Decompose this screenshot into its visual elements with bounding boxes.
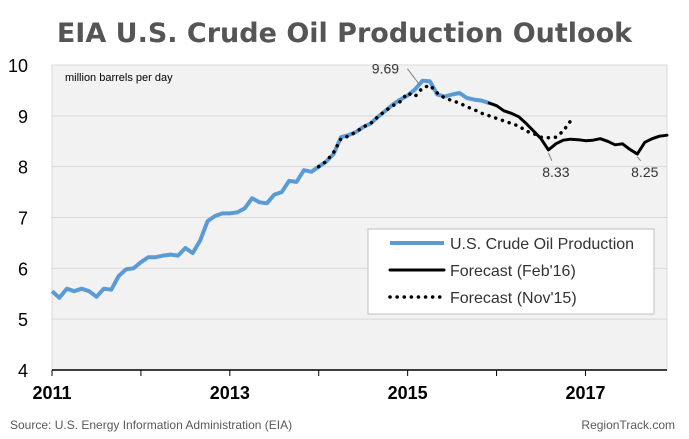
source-note: Source: U.S. Energy Information Administ… (10, 418, 293, 432)
y-axis-label: million barrels per day (65, 72, 173, 84)
legend-label: Forecast (Nov'15) (450, 290, 577, 307)
y-tick-label: 5 (18, 310, 28, 330)
x-tick-label: 2017 (565, 383, 605, 403)
annotation-leader (407, 68, 420, 86)
series-production-line (50, 78, 490, 300)
x-tick-label: 2011 (32, 383, 71, 403)
series-forecast-nov15-line (316, 83, 573, 169)
legend-label: U.S. Crude Oil Production (450, 236, 634, 253)
y-tick-label: 8 (18, 158, 28, 178)
site-credit: RegionTrack.com (581, 418, 675, 432)
x-tick-label: 2013 (210, 383, 250, 403)
annotation-label: 8.33 (542, 164, 569, 180)
y-tick-label: 9 (18, 107, 28, 127)
chart-title: EIA U.S. Crude Oil Production Outlook (56, 18, 633, 49)
legend-label: Forecast (Feb'16) (450, 263, 576, 280)
x-tick-label: 2015 (388, 383, 428, 403)
y-tick-label: 10 (8, 56, 28, 76)
y-tick-label: 6 (18, 259, 28, 279)
annotation-label: 8.25 (631, 164, 658, 180)
annotation-label: 9.69 (372, 61, 399, 77)
y-tick-label: 7 (18, 209, 28, 229)
annotation-leader (547, 152, 553, 162)
annotation-leader (636, 156, 642, 162)
y-tick-label: 4 (18, 361, 28, 381)
series-forecast-feb16-line (487, 101, 669, 156)
